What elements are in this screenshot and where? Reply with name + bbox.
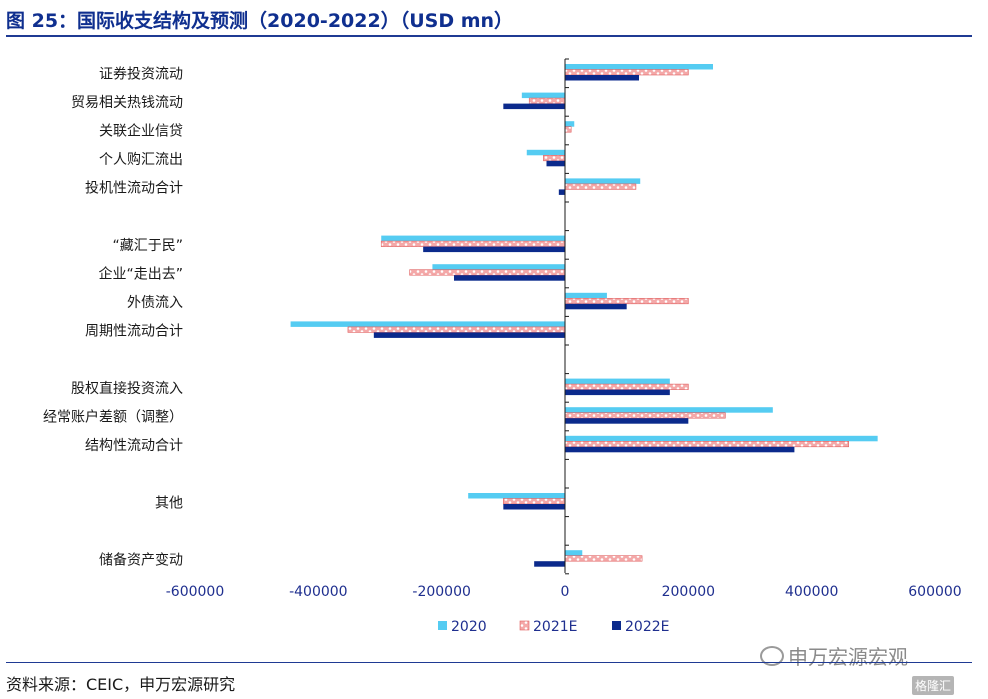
bar-2021E-12 bbox=[564, 412, 726, 419]
watermark-text: 申万宏源宏观 bbox=[788, 645, 908, 669]
bar-2021E-11 bbox=[564, 383, 689, 390]
legend-label-2021E: 2021E bbox=[533, 619, 577, 635]
bar-2021E-1 bbox=[528, 97, 566, 104]
bar-2022E-17 bbox=[534, 561, 565, 567]
bar-2022E-12 bbox=[565, 418, 689, 424]
bar-2022E-1 bbox=[503, 103, 565, 110]
category-label: 贸易相关热钱流动 bbox=[71, 95, 183, 111]
bar-2021E-7 bbox=[409, 269, 566, 276]
bars-group bbox=[290, 64, 878, 567]
legend-swatch-2022E bbox=[612, 621, 621, 630]
legend-swatch-2020 bbox=[438, 621, 447, 630]
x-tick-label: -400000 bbox=[289, 584, 348, 600]
bar-2022E-7 bbox=[454, 275, 565, 281]
bar-2022E-15 bbox=[503, 504, 565, 510]
category-label: 储备资产变动 bbox=[99, 552, 183, 569]
bar-2022E-3 bbox=[546, 160, 565, 167]
tick-labels: -600000 -400000 -200000 0 200000 400000 600000 bbox=[166, 584, 962, 600]
x-tick-label: 400000 bbox=[785, 584, 838, 600]
bar-2021E-3 bbox=[543, 155, 566, 162]
bar-2020-13 bbox=[565, 435, 878, 442]
category-label: 其他 bbox=[155, 495, 183, 511]
source-note: 资料来源：CEIC，申万宏源研究 bbox=[6, 675, 236, 694]
figure-title: 图 25：国际收支结构及预测（2020-2022）（USD mn） bbox=[6, 10, 514, 32]
bar-2022E-8 bbox=[565, 303, 627, 310]
bar-2020-15 bbox=[468, 493, 565, 499]
bar-2022E-0 bbox=[565, 75, 639, 81]
category-label: 证券投资流动 bbox=[99, 66, 183, 82]
legend: 2020 2021E 2022E bbox=[438, 619, 669, 635]
bar-2021E-13 bbox=[564, 440, 849, 448]
title-rule bbox=[6, 35, 972, 37]
bar-2020-9 bbox=[290, 321, 565, 327]
x-tick-label: -200000 bbox=[412, 584, 471, 600]
bar-2020-3 bbox=[526, 149, 565, 156]
legend-label-2020: 2020 bbox=[451, 619, 487, 635]
legend-swatch-2021E bbox=[519, 620, 530, 631]
bar-2020-11 bbox=[565, 378, 670, 385]
footer-rule bbox=[6, 662, 972, 663]
bar-2021E-6 bbox=[380, 240, 566, 247]
legend-label-2022E: 2022E bbox=[625, 619, 669, 635]
bar-2022E-9 bbox=[373, 332, 565, 338]
category-label: 结构性流动合计 bbox=[85, 438, 183, 454]
bar-2021E-17 bbox=[564, 555, 643, 562]
wechat-icon bbox=[760, 646, 784, 666]
x-tick-label: 200000 bbox=[662, 584, 715, 600]
bar-2022E-11 bbox=[565, 389, 670, 396]
bar-2022E-4 bbox=[558, 189, 565, 195]
x-tick-label: 600000 bbox=[908, 584, 961, 600]
x-tick-label: -600000 bbox=[166, 584, 225, 600]
bar-2020-8 bbox=[565, 292, 607, 299]
category-label: 股权直接投资流入 bbox=[71, 380, 183, 397]
category-label: 周期性流动合计 bbox=[85, 324, 183, 340]
bar-2021E-2 bbox=[564, 126, 572, 133]
category-label: 个人购汇流出 bbox=[99, 152, 183, 168]
category-label: 投机性流动合计 bbox=[85, 181, 183, 197]
category-label: “藏汇于民” bbox=[112, 238, 183, 254]
bar-2020-0 bbox=[565, 64, 713, 70]
bar-2021E-0 bbox=[564, 69, 689, 76]
category-label: 经常账户差额（调整） bbox=[43, 409, 183, 426]
bar-2020-7 bbox=[432, 264, 565, 270]
bar-2020-2 bbox=[565, 121, 575, 127]
bar-2021E-8 bbox=[564, 297, 689, 305]
bar-2021E-4 bbox=[564, 183, 637, 190]
bar-2021E-9 bbox=[347, 326, 566, 333]
bar-2020-4 bbox=[565, 178, 641, 184]
category-label: 关联企业信贷 bbox=[99, 123, 183, 140]
bar-2022E-6 bbox=[423, 246, 565, 253]
wechat-watermark: 申万宏源宏观 bbox=[760, 641, 908, 670]
axes-group bbox=[564, 58, 569, 575]
category-label: 企业“走出去” bbox=[98, 266, 183, 283]
bar-2020-6 bbox=[381, 235, 565, 242]
category-label: 外债流入 bbox=[127, 295, 183, 311]
bar-2020-12 bbox=[565, 407, 773, 413]
bar-2021E-15 bbox=[503, 498, 566, 505]
gelonghui-watermark: 格隆汇 bbox=[912, 676, 955, 695]
bar-2020-1 bbox=[521, 92, 565, 99]
bar-2020-17 bbox=[565, 550, 583, 556]
x-tick-label: 0 bbox=[561, 584, 570, 600]
bar-2022E-13 bbox=[565, 446, 795, 453]
